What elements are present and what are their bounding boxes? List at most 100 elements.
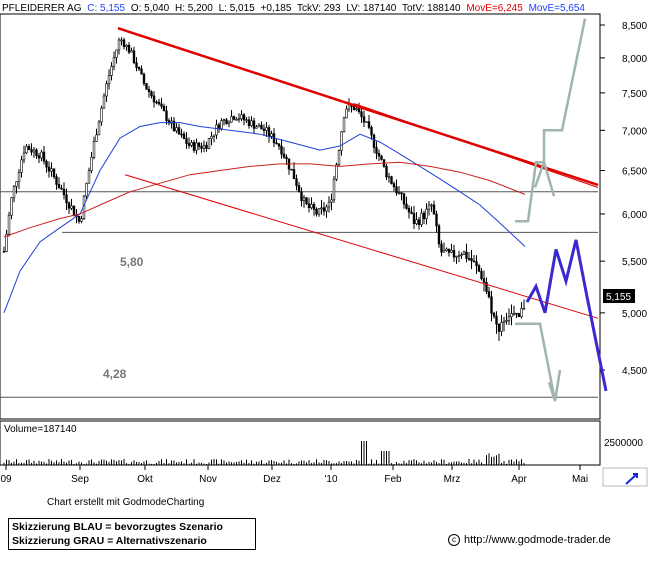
candle-body bbox=[347, 104, 351, 110]
candle-body bbox=[242, 114, 246, 121]
corner-widget[interactable] bbox=[602, 467, 648, 487]
candle-body bbox=[517, 313, 521, 317]
candle-body bbox=[437, 225, 441, 245]
x-tick-label: Sep bbox=[71, 474, 89, 485]
candle-body bbox=[202, 144, 206, 149]
level-label-580: 5,80 bbox=[120, 255, 144, 269]
candle-body bbox=[247, 119, 251, 127]
arrow-icon bbox=[625, 473, 638, 485]
candle-body bbox=[380, 155, 383, 160]
candle-body bbox=[165, 110, 168, 121]
candle-body bbox=[177, 127, 181, 135]
candle-body bbox=[45, 160, 48, 168]
candle-body bbox=[150, 91, 153, 97]
candle-body bbox=[172, 120, 176, 132]
candle-body bbox=[397, 192, 401, 195]
ma-blue-line bbox=[3, 122, 526, 313]
candle-body bbox=[390, 176, 393, 184]
x-tick-label: Feb bbox=[384, 474, 402, 485]
main-plot-frame bbox=[0, 13, 601, 420]
upper-trend-line bbox=[117, 27, 599, 187]
candle-body bbox=[442, 250, 446, 253]
candle-body bbox=[317, 208, 321, 215]
candle-body bbox=[297, 185, 301, 193]
candle-body bbox=[500, 322, 503, 332]
copyright-icon: c bbox=[448, 534, 460, 547]
candle-body bbox=[290, 168, 293, 171]
source-url-text: http://www.godmode-trader.de bbox=[464, 534, 611, 546]
candle-body bbox=[77, 215, 81, 222]
x-tick-label: Mai bbox=[572, 474, 588, 485]
candle-body bbox=[362, 116, 366, 123]
candle-body bbox=[27, 146, 31, 150]
candle-body bbox=[360, 111, 363, 117]
candle-body bbox=[147, 89, 151, 93]
candle-body bbox=[452, 250, 456, 258]
candle-body bbox=[307, 203, 311, 208]
candle-body bbox=[120, 39, 123, 42]
x-tick-label: Apr bbox=[511, 474, 527, 485]
x-tick-label: '10 bbox=[324, 474, 337, 485]
candle-body bbox=[412, 213, 416, 224]
candle-body bbox=[47, 166, 51, 172]
candle-body bbox=[425, 208, 428, 220]
y-tick-label: 8,500 bbox=[622, 21, 647, 32]
candle-body bbox=[12, 186, 16, 199]
candle-body bbox=[330, 199, 333, 203]
candle-body bbox=[337, 150, 341, 165]
candle-body bbox=[100, 107, 103, 123]
candle-body bbox=[90, 156, 93, 172]
candle-body bbox=[155, 101, 158, 104]
candle-body bbox=[282, 153, 286, 158]
candle-body bbox=[505, 319, 508, 322]
candle-body bbox=[127, 44, 131, 53]
candle-body bbox=[52, 168, 56, 177]
candle-body bbox=[200, 146, 203, 149]
scenario-gray-up-path bbox=[515, 18, 587, 223]
candle-body bbox=[137, 67, 141, 70]
header-close: C: 5,155 bbox=[87, 3, 125, 14]
candle-body bbox=[197, 142, 201, 147]
candle-body bbox=[482, 278, 486, 283]
candlesticks bbox=[2, 37, 526, 341]
candle-body bbox=[7, 214, 11, 235]
candle-body bbox=[367, 121, 371, 128]
candle-body bbox=[152, 95, 156, 103]
candle-body bbox=[140, 68, 143, 75]
candle-body bbox=[462, 251, 466, 255]
candle-body bbox=[392, 183, 396, 188]
candle-body bbox=[490, 296, 493, 314]
candle-body bbox=[485, 282, 488, 292]
candle-body bbox=[370, 127, 373, 136]
candle-body bbox=[402, 193, 406, 205]
header-lv: LV: 187140 bbox=[346, 3, 396, 14]
source-url[interactable]: c http://www.godmode-trader.de bbox=[448, 534, 611, 547]
candle-body bbox=[305, 197, 308, 205]
y-tick-label: 7,000 bbox=[622, 126, 647, 137]
horizontal-levels bbox=[0, 191, 598, 398]
legend-gray: Skizzierung GRAU = Alternativszenario bbox=[12, 535, 207, 547]
candle-body bbox=[62, 188, 66, 196]
candle-body bbox=[145, 83, 148, 90]
candle-body bbox=[472, 260, 476, 263]
y-tick-label: 8,000 bbox=[622, 54, 647, 65]
candle-body bbox=[135, 62, 138, 68]
candle-body bbox=[352, 106, 356, 111]
candle-body bbox=[50, 168, 53, 172]
candle-body bbox=[332, 178, 336, 201]
candle-body bbox=[522, 307, 526, 310]
candle-body bbox=[422, 212, 426, 220]
x-tick-label: Okt bbox=[137, 474, 153, 485]
candle-body bbox=[35, 149, 38, 157]
candle-body bbox=[32, 149, 36, 153]
header-high: H: 5,200 bbox=[175, 3, 213, 14]
candle-body bbox=[250, 120, 253, 127]
candle-body bbox=[227, 121, 231, 125]
candle-body bbox=[215, 124, 218, 136]
candle-body bbox=[477, 265, 481, 272]
upper-trend-line-2 bbox=[354, 103, 599, 188]
candle-body bbox=[255, 126, 258, 129]
candle-body bbox=[92, 141, 96, 158]
y-axis: 4,500 5,000 5,500 6,000 6,500 7,000 7,500 8,000… bbox=[600, 21, 647, 377]
